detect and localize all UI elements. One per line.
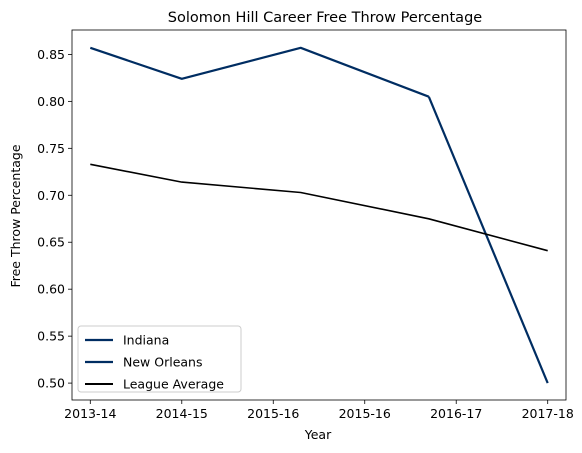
series-layer (89, 46, 549, 384)
y-tick-label: 0.55 (37, 329, 65, 344)
x-axis: 2013-14 2014-15 2015-16 2015-16 2016-17 2017-… (64, 400, 574, 421)
y-axis: 0.50 0.55 0.60 0.65 0.70 0.75 0.80 0.85 (37, 47, 72, 391)
chart-title: Solomon Hill Career Free Throw Percentag… (168, 10, 482, 26)
y-tick-label: 0.65 (37, 235, 65, 250)
x-tick-label: 2017-18 (522, 406, 574, 421)
x-tick-label: 2015-16 (339, 406, 391, 421)
legend-label: New Orleans (123, 355, 202, 370)
x-tick-label: 2014-15 (156, 406, 208, 421)
legend-box (77, 325, 242, 393)
y-tick-label: 0.60 (37, 282, 65, 297)
x-tick-label: 2013-14 (64, 406, 116, 421)
series-line-1 (89, 46, 430, 98)
plot-area-frame (71, 29, 567, 401)
y-tick-label: 0.50 (37, 376, 65, 391)
y-tick-label: 0.70 (37, 188, 65, 203)
x-tick-label: 2015-16 (247, 406, 299, 421)
x-tick-label: 2016-17 (430, 406, 482, 421)
y-axis-title: Free Throw Percentage (8, 144, 23, 287)
y-tick-label: 0.80 (37, 94, 65, 109)
x-axis-title: Year (304, 427, 332, 442)
series-line-2 (427, 96, 549, 384)
y-tick-label: 0.75 (37, 141, 65, 156)
legend-label: League Average (123, 377, 224, 392)
legend: Indiana New Orleans League Average (77, 325, 242, 393)
y-tick-label: 0.85 (37, 47, 65, 62)
legend-label: Indiana (123, 333, 169, 348)
series-line-3 (90, 163, 548, 252)
